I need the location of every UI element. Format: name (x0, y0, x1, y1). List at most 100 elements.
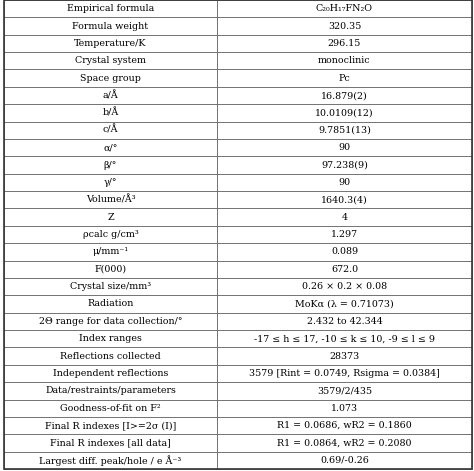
Text: Crystal size/mm³: Crystal size/mm³ (70, 282, 151, 291)
Text: 1.073: 1.073 (331, 404, 358, 413)
Bar (217, 382, 472, 399)
Bar (4, 295, 217, 313)
Text: Final R indexes [all data]: Final R indexes [all data] (50, 439, 171, 447)
Text: Data/restraints/parameters: Data/restraints/parameters (45, 386, 176, 395)
Text: Pc: Pc (338, 73, 350, 83)
Text: ρcalc g/cm³: ρcalc g/cm³ (82, 230, 138, 239)
Bar (217, 260, 472, 278)
Text: Goodness-of-fit on F²: Goodness-of-fit on F² (60, 404, 161, 413)
Text: Independent reflections: Independent reflections (53, 369, 168, 378)
Bar (4, 139, 217, 156)
Text: MoKα (λ = 0.71073): MoKα (λ = 0.71073) (295, 300, 394, 309)
Bar (4, 0, 217, 17)
Bar (217, 330, 472, 348)
Bar (217, 434, 472, 452)
Bar (217, 191, 472, 209)
Text: F(000): F(000) (94, 265, 127, 274)
Text: 2.432 to 42.344: 2.432 to 42.344 (307, 317, 383, 326)
Bar (217, 52, 472, 70)
Bar (217, 365, 472, 382)
Text: Index ranges: Index ranges (79, 334, 142, 343)
Bar (4, 348, 217, 365)
Bar (4, 365, 217, 382)
Text: C₂₀H₁₇FN₂O: C₂₀H₁₇FN₂O (316, 4, 373, 13)
Bar (4, 278, 217, 295)
Bar (217, 87, 472, 104)
Text: Final R indexes [I>=2σ (I)]: Final R indexes [I>=2σ (I)] (45, 421, 176, 430)
Bar (217, 452, 472, 469)
Bar (4, 156, 217, 174)
Bar (217, 104, 472, 122)
Text: β/°: β/° (104, 161, 117, 170)
Bar (4, 226, 217, 243)
Bar (4, 399, 217, 417)
Bar (4, 87, 217, 104)
Text: Empirical formula: Empirical formula (67, 4, 154, 13)
Text: 1.297: 1.297 (331, 230, 358, 239)
Bar (4, 52, 217, 70)
Text: Volume/Å³: Volume/Å³ (86, 195, 135, 204)
Bar (4, 191, 217, 209)
Bar (217, 174, 472, 191)
Text: 10.0109(12): 10.0109(12) (315, 108, 374, 117)
Text: 2Θ range for data collection/°: 2Θ range for data collection/° (39, 317, 182, 326)
Text: 16.879(2): 16.879(2) (321, 91, 368, 100)
Bar (217, 70, 472, 87)
Bar (4, 452, 217, 469)
Text: 0.089: 0.089 (331, 247, 358, 256)
Text: 672.0: 672.0 (331, 265, 358, 274)
Text: 3579 [Rint = 0.0749, Rsigma = 0.0384]: 3579 [Rint = 0.0749, Rsigma = 0.0384] (249, 369, 440, 378)
Bar (4, 417, 217, 434)
Bar (4, 209, 217, 226)
Text: Space group: Space group (80, 73, 141, 83)
Text: 1640.3(4): 1640.3(4) (321, 195, 368, 204)
Bar (217, 278, 472, 295)
Bar (4, 243, 217, 260)
Text: α/°: α/° (103, 143, 118, 152)
Text: 4: 4 (341, 212, 347, 222)
Text: 0.26 × 0.2 × 0.08: 0.26 × 0.2 × 0.08 (302, 282, 387, 291)
Bar (4, 174, 217, 191)
Text: Largest diff. peak/hole / e Å⁻³: Largest diff. peak/hole / e Å⁻³ (39, 455, 182, 466)
Text: R1 = 0.0864, wR2 = 0.2080: R1 = 0.0864, wR2 = 0.2080 (277, 439, 412, 447)
Text: -17 ≤ h ≤ 17, -10 ≤ k ≤ 10, -9 ≤ l ≤ 9: -17 ≤ h ≤ 17, -10 ≤ k ≤ 10, -9 ≤ l ≤ 9 (254, 334, 435, 343)
Text: Reflections collected: Reflections collected (60, 351, 161, 361)
Bar (4, 313, 217, 330)
Text: Formula weight: Formula weight (73, 22, 148, 31)
Text: Radiation: Radiation (87, 300, 134, 309)
Bar (217, 226, 472, 243)
Text: b/Å: b/Å (102, 108, 118, 118)
Text: 296.15: 296.15 (328, 39, 361, 48)
Bar (217, 417, 472, 434)
Bar (217, 139, 472, 156)
Bar (4, 330, 217, 348)
Bar (4, 104, 217, 122)
Bar (217, 17, 472, 35)
Text: 90: 90 (338, 143, 351, 152)
Bar (4, 434, 217, 452)
Text: c/Å: c/Å (103, 126, 118, 135)
Bar (217, 209, 472, 226)
Bar (217, 295, 472, 313)
Text: 0.69/-0.26: 0.69/-0.26 (320, 456, 369, 465)
Bar (217, 348, 472, 365)
Bar (4, 382, 217, 399)
Bar (217, 313, 472, 330)
Bar (4, 260, 217, 278)
Text: 90: 90 (338, 178, 351, 187)
Text: 320.35: 320.35 (328, 22, 361, 31)
Text: 28373: 28373 (329, 351, 360, 361)
Bar (4, 35, 217, 52)
Bar (217, 399, 472, 417)
Bar (4, 122, 217, 139)
Bar (4, 70, 217, 87)
Text: 9.7851(13): 9.7851(13) (318, 126, 371, 135)
Bar (217, 122, 472, 139)
Text: a/Å: a/Å (102, 91, 118, 100)
Text: monoclinic: monoclinic (318, 57, 371, 65)
Bar (4, 17, 217, 35)
Text: γ/°: γ/° (104, 178, 117, 187)
Text: Temperature/K: Temperature/K (74, 39, 147, 48)
Bar (217, 243, 472, 260)
Text: 3579/2/435: 3579/2/435 (317, 386, 372, 395)
